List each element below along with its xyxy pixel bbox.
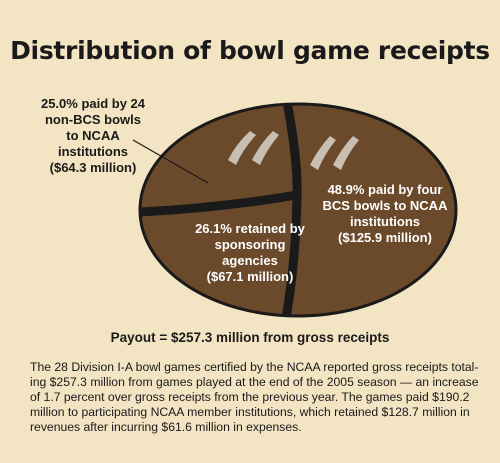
caption-line: of 1.7 percent over gross receipts from … bbox=[30, 390, 470, 404]
slice-label-line: to NCAA bbox=[66, 128, 120, 143]
lace-4 bbox=[333, 136, 359, 170]
slice-label-line: institutions bbox=[349, 214, 421, 229]
slice-label-line: BCS bowls to NCAA bbox=[322, 198, 448, 213]
slice-label-line: 26.1% retained by bbox=[195, 221, 305, 236]
slice-label-line: non-BCS bowls bbox=[44, 112, 142, 127]
slice-label-line: ($67.1 million) bbox=[206, 269, 294, 284]
caption-line: revenues after incurring $61.6 million i… bbox=[30, 420, 302, 434]
chart-title: Distribution of bowl game receipts bbox=[10, 36, 490, 65]
caption-line: million to participating NCAA member ins… bbox=[30, 405, 470, 419]
slice-label-line: sponsoring bbox=[214, 237, 286, 252]
slice-label-line: ($125.9 million) bbox=[338, 230, 432, 245]
lace-2 bbox=[252, 131, 279, 165]
slice-label-line: agencies bbox=[222, 253, 278, 268]
lace-3 bbox=[310, 136, 336, 170]
slice-divider-horizontal bbox=[140, 190, 298, 217]
leader-line bbox=[132, 139, 209, 184]
slice-label-non-bcs: 25.0% paid by 24 non-BCS bowls to NCAA i… bbox=[18, 96, 168, 176]
slice-label-bcs: 48.9% paid by four BCS bowls to NCAA ins… bbox=[305, 182, 465, 246]
slice-label-line: institutions bbox=[57, 144, 129, 159]
slice-label-line: 25.0% paid by 24 bbox=[40, 96, 146, 111]
slice-label-line: 48.9% paid by four bbox=[327, 182, 443, 197]
slice-label-line: ($64.3 million) bbox=[49, 160, 137, 175]
payout-total: Payout = $257.3 million from gross recei… bbox=[110, 330, 390, 345]
caption-line: The 28 Division I-A bowl games certified… bbox=[30, 360, 479, 374]
football-laces bbox=[228, 131, 359, 170]
caption-line: ing $257.3 million from games played at … bbox=[30, 375, 479, 389]
caption-paragraph: The 28 Division I-A bowl games certified… bbox=[30, 360, 480, 435]
lace-1 bbox=[228, 131, 256, 165]
slice-label-sponsoring-agencies: 26.1% retained by sponsoring agencies ($… bbox=[180, 221, 320, 285]
